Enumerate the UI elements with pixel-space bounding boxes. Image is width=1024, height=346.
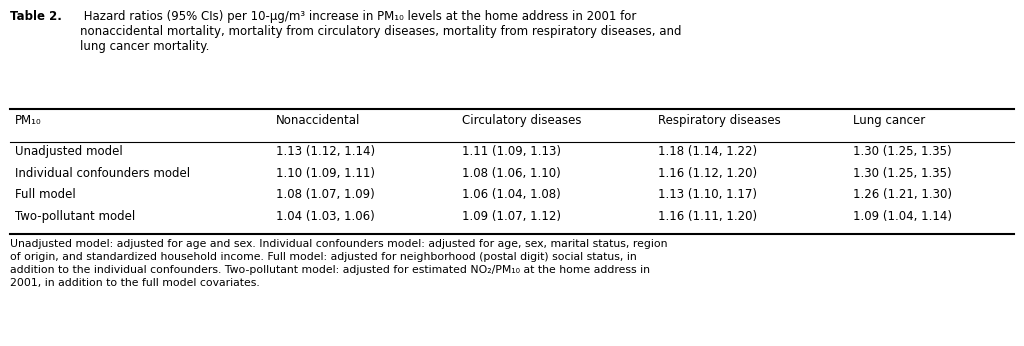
Text: PM₁₀: PM₁₀ — [15, 114, 42, 127]
Text: Circulatory diseases: Circulatory diseases — [462, 114, 582, 127]
Text: 1.26 (1.21, 1.30): 1.26 (1.21, 1.30) — [853, 188, 952, 201]
Text: Unadjusted model: Unadjusted model — [15, 145, 123, 158]
Text: Hazard ratios (95% CIs) per 10-μg/m³ increase in PM₁₀ levels at the home address: Hazard ratios (95% CIs) per 10-μg/m³ inc… — [80, 10, 681, 53]
Text: 1.08 (1.07, 1.09): 1.08 (1.07, 1.09) — [276, 188, 375, 201]
Text: 1.10 (1.09, 1.11): 1.10 (1.09, 1.11) — [276, 167, 375, 180]
Text: Full model: Full model — [15, 188, 76, 201]
Text: 1.04 (1.03, 1.06): 1.04 (1.03, 1.06) — [276, 210, 375, 223]
Text: Two-pollutant model: Two-pollutant model — [15, 210, 135, 223]
Text: Nonaccidental: Nonaccidental — [276, 114, 360, 127]
Text: 1.18 (1.14, 1.22): 1.18 (1.14, 1.22) — [657, 145, 757, 158]
Text: 1.30 (1.25, 1.35): 1.30 (1.25, 1.35) — [853, 145, 952, 158]
Text: 1.16 (1.11, 1.20): 1.16 (1.11, 1.20) — [657, 210, 757, 223]
Text: 1.06 (1.04, 1.08): 1.06 (1.04, 1.08) — [462, 188, 561, 201]
Text: Unadjusted model: adjusted for age and sex. Individual confounders model: adjust: Unadjusted model: adjusted for age and s… — [10, 239, 668, 288]
Text: 1.09 (1.04, 1.14): 1.09 (1.04, 1.14) — [853, 210, 952, 223]
Text: 1.09 (1.07, 1.12): 1.09 (1.07, 1.12) — [462, 210, 561, 223]
Text: Respiratory diseases: Respiratory diseases — [657, 114, 780, 127]
Text: 1.30 (1.25, 1.35): 1.30 (1.25, 1.35) — [853, 167, 952, 180]
Text: 1.11 (1.09, 1.13): 1.11 (1.09, 1.13) — [462, 145, 561, 158]
Text: 1.13 (1.12, 1.14): 1.13 (1.12, 1.14) — [276, 145, 376, 158]
Text: 1.16 (1.12, 1.20): 1.16 (1.12, 1.20) — [657, 167, 757, 180]
Text: Individual confounders model: Individual confounders model — [15, 167, 190, 180]
Text: Lung cancer: Lung cancer — [853, 114, 926, 127]
Text: 1.08 (1.06, 1.10): 1.08 (1.06, 1.10) — [462, 167, 561, 180]
Text: 1.13 (1.10, 1.17): 1.13 (1.10, 1.17) — [657, 188, 757, 201]
Text: Table 2.: Table 2. — [10, 10, 62, 24]
